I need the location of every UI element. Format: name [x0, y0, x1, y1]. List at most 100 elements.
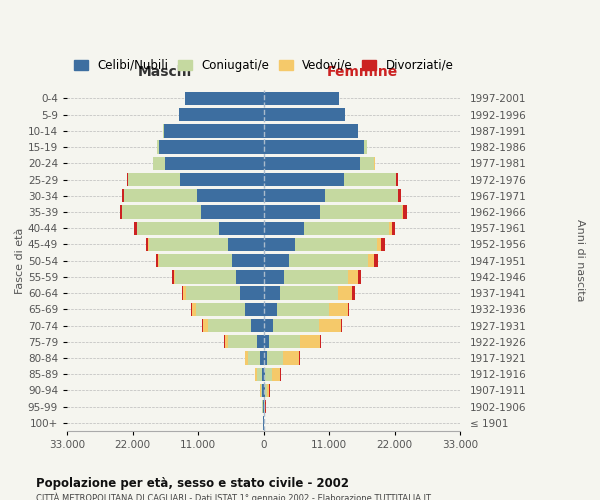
Bar — [402, 206, 403, 218]
Bar — [377, 238, 381, 251]
Bar — [255, 368, 257, 381]
Bar — [325, 189, 398, 202]
Bar — [127, 173, 128, 186]
Bar — [392, 222, 395, 235]
Bar — [180, 173, 263, 186]
Bar — [263, 92, 339, 105]
Bar — [261, 384, 262, 397]
Bar — [273, 319, 319, 332]
Bar — [265, 368, 272, 381]
Bar — [134, 222, 137, 235]
Text: Maschi: Maschi — [138, 65, 193, 79]
Bar — [358, 270, 361, 283]
Bar — [284, 270, 347, 283]
Bar — [128, 173, 180, 186]
Bar — [329, 302, 347, 316]
Bar — [219, 222, 263, 235]
Bar — [257, 368, 262, 381]
Bar — [347, 302, 349, 316]
Bar — [154, 156, 166, 170]
Bar — [156, 254, 158, 268]
Bar — [263, 222, 304, 235]
Bar — [245, 302, 263, 316]
Bar — [160, 254, 232, 268]
Bar — [263, 286, 280, 300]
Bar — [263, 238, 295, 251]
Bar — [164, 124, 263, 138]
Bar — [381, 238, 385, 251]
Bar — [283, 352, 299, 364]
Y-axis label: Anni di nascita: Anni di nascita — [575, 220, 585, 302]
Bar — [148, 238, 149, 251]
Legend: Celibi/Nubili, Coniugati/e, Vedovi/e, Divorziati/e: Celibi/Nubili, Coniugati/e, Vedovi/e, Di… — [70, 56, 457, 76]
Bar — [182, 286, 184, 300]
Bar — [263, 319, 273, 332]
Bar — [262, 384, 263, 397]
Bar — [229, 335, 257, 348]
Bar — [347, 270, 358, 283]
Bar — [124, 189, 197, 202]
Bar — [360, 156, 374, 170]
Bar — [263, 108, 345, 122]
Bar — [185, 92, 263, 105]
Bar — [300, 335, 320, 348]
Bar — [157, 140, 160, 153]
Bar — [320, 206, 402, 218]
Bar — [304, 222, 389, 235]
Bar — [263, 140, 364, 153]
Bar — [263, 384, 265, 397]
Bar — [228, 238, 263, 251]
Bar — [208, 319, 251, 332]
Bar — [263, 270, 284, 283]
Bar — [341, 319, 342, 332]
Bar — [160, 140, 263, 153]
Bar — [149, 238, 228, 251]
Bar — [201, 206, 263, 218]
Bar — [368, 254, 374, 268]
Bar — [236, 270, 263, 283]
Bar — [146, 238, 148, 251]
Bar — [269, 335, 300, 348]
Bar — [277, 302, 329, 316]
Bar — [137, 222, 219, 235]
Text: CITTÀ METROPOLITANA DI CAGLIARI - Dati ISTAT 1° gennaio 2002 - Elaborazione TUTT: CITTÀ METROPOLITANA DI CAGLIARI - Dati I… — [36, 492, 431, 500]
Bar — [251, 319, 263, 332]
Bar — [266, 352, 283, 364]
Bar — [319, 319, 341, 332]
Bar — [265, 384, 267, 397]
Bar — [203, 319, 208, 332]
Bar — [175, 270, 236, 283]
Bar — [263, 206, 320, 218]
Bar — [202, 319, 203, 332]
Bar — [122, 206, 201, 218]
Bar — [122, 189, 124, 202]
Bar — [263, 173, 344, 186]
Bar — [352, 286, 355, 300]
Bar — [245, 352, 248, 364]
Bar — [196, 302, 245, 316]
Y-axis label: Fasce di età: Fasce di età — [15, 228, 25, 294]
Bar — [120, 206, 122, 218]
Bar — [257, 335, 263, 348]
Bar — [263, 368, 265, 381]
Bar — [232, 254, 263, 268]
Bar — [338, 286, 352, 300]
Bar — [263, 352, 266, 364]
Bar — [158, 254, 160, 268]
Bar — [263, 302, 277, 316]
Bar — [403, 206, 407, 218]
Bar — [263, 254, 289, 268]
Bar — [263, 335, 269, 348]
Bar — [267, 384, 269, 397]
Bar — [272, 368, 280, 381]
Bar — [191, 302, 193, 316]
Bar — [166, 156, 263, 170]
Bar — [295, 238, 377, 251]
Bar — [344, 173, 396, 186]
Bar — [172, 270, 174, 283]
Bar — [396, 173, 398, 186]
Bar — [260, 352, 263, 364]
Bar — [263, 124, 358, 138]
Bar — [224, 335, 229, 348]
Bar — [185, 286, 241, 300]
